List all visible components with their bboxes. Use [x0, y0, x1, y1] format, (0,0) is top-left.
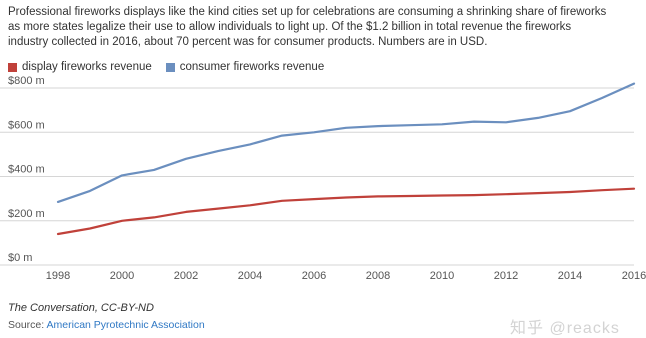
- x-tick-label: 2010: [430, 270, 454, 282]
- line-chart: $0 m $200 m $400 m $600 m $800 m 1998 2000 2002…: [0, 75, 646, 282]
- x-tick-label: 2004: [238, 270, 262, 282]
- x-tick-label: 1998: [46, 270, 70, 282]
- y-tick-label: $800 m: [8, 75, 45, 87]
- x-tick-label: 2002: [174, 270, 198, 282]
- watermark-text: 知乎 @reacks: [510, 320, 620, 337]
- legend-swatch-display: [8, 62, 17, 72]
- source-line: Source: American Pyrotechnic Association: [8, 319, 205, 331]
- legend-label-display: display fireworks revenue: [22, 61, 152, 73]
- x-tick-label: 2014: [558, 270, 582, 282]
- series-line-consumer: [56, 82, 636, 203]
- source-link[interactable]: American Pyrotechnic Association: [46, 319, 205, 331]
- legend-item-consumer: consumer fireworks revenue: [165, 61, 325, 73]
- source-prefix: Source:: [8, 319, 47, 331]
- y-tick-label: $0 m: [8, 252, 32, 264]
- x-tick-label: 2000: [110, 270, 134, 282]
- y-tick-label: $600 m: [8, 119, 45, 131]
- x-tick-label: 2006: [302, 270, 326, 282]
- x-tick-label: 2012: [494, 270, 518, 282]
- y-tick-label: $400 m: [8, 164, 45, 176]
- chart-description: Professional fireworks displays like the…: [8, 6, 607, 48]
- chart-legend: display fireworks revenue consumer firew…: [8, 60, 338, 74]
- y-tick-label: $200 m: [8, 208, 45, 220]
- legend-swatch-consumer: [165, 62, 175, 72]
- legend-label-consumer: consumer fireworks revenue: [179, 61, 325, 73]
- x-tick-label: 2016: [622, 270, 646, 282]
- legend-item-display: display fireworks revenue: [8, 61, 152, 73]
- credit-line: The Conversation, CC-BY-ND: [8, 302, 154, 314]
- x-tick-label: 2008: [366, 270, 390, 282]
- series-line-display: [56, 187, 636, 236]
